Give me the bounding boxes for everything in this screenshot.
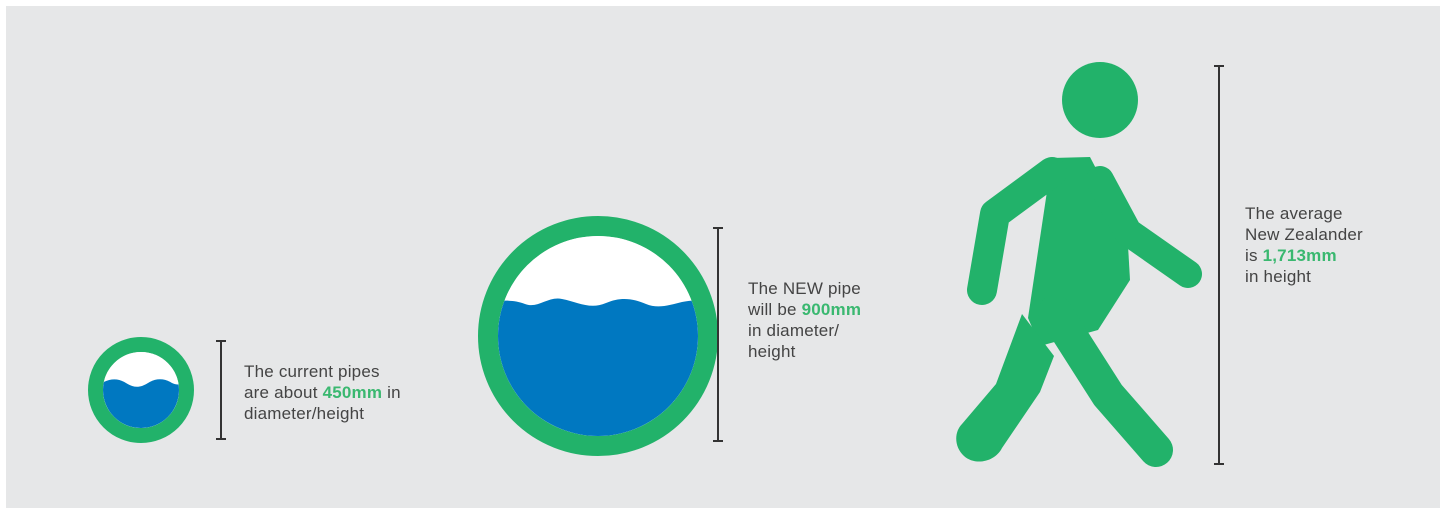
current-pipe-caption: The current pipes are about 450mm in dia… [244,361,401,424]
person-back-arm [967,157,1067,305]
new-pipe-icon [478,216,718,456]
new-pipe-diameter-value: 900mm [801,300,862,319]
caption-text: are about [244,383,323,402]
caption-line: The current pipes [244,362,380,381]
person-height-caption: The average New Zealander is 1,713mm in … [1245,203,1363,287]
new-pipe-caption: The NEW pipe will be 900mm in diameter/ … [748,278,861,362]
new-pipe-water [498,298,698,436]
current-pipe-water [103,379,179,428]
person-front-arm [1086,166,1202,288]
caption-line: The average [1245,204,1343,223]
caption-text: will be [748,300,802,319]
infographic-background [6,6,1440,508]
caption-line: height [748,342,796,361]
caption-line: The NEW pipe [748,279,861,298]
caption-line: will be 900mm [748,299,861,320]
caption-line: in height [1245,267,1312,286]
current-pipe-diameter-value: 450mm [322,383,383,402]
person-back-leg [956,314,1054,462]
caption-line: in diameter/ [748,321,840,340]
person-head [1062,62,1138,138]
caption-text: is [1245,246,1263,265]
caption-text: in [382,383,401,402]
caption-line: is 1,713mm [1245,245,1363,266]
new-pipe-scale-bar [713,227,723,442]
current-pipe-ring [88,337,194,443]
person-scale-bar [1214,65,1224,465]
new-pipe-ring [478,216,718,456]
caption-line: diameter/height [244,404,365,423]
current-pipe-icon [88,337,194,443]
caption-line: New Zealander [1245,225,1363,244]
person-height-value: 1,713mm [1262,246,1337,265]
current-pipe-scale-bar [216,340,226,440]
walking-person-icon [956,62,1202,467]
person-front-leg [1038,295,1173,467]
caption-line: are about 450mm in [244,382,401,403]
